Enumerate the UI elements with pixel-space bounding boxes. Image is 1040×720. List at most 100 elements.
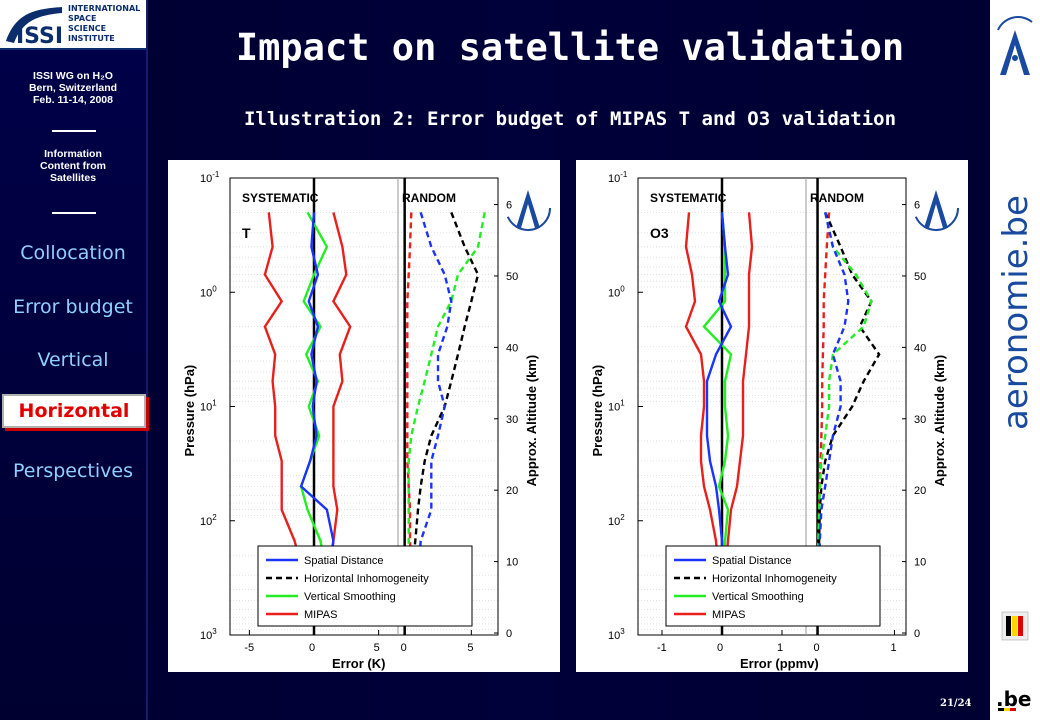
y-tick-label: 102	[200, 513, 217, 528]
section-label-random: RANDOM	[810, 191, 864, 205]
y2-tick-label: 50	[914, 271, 926, 283]
aeronomie-logo-icon	[505, 185, 551, 231]
y2-tick-label: 10	[506, 557, 518, 569]
aeronomie-logo-icon	[997, 16, 1033, 75]
chart-panel-temperature: 10-1 100 101 102 103 0 10 20 30 40 50 6 Pressure (hP…	[168, 160, 560, 672]
section-label-systematic: SYSTEMATIC	[242, 191, 319, 205]
meeting-line: Feb. 11-14, 2008	[33, 94, 113, 106]
y2-axis-label: Approx. Altitude (km)	[524, 355, 539, 487]
svg-text:ISSI: ISSI	[16, 24, 63, 47]
nav-item-vertical[interactable]: Vertical	[37, 349, 109, 371]
y-tick-label: 100	[608, 284, 625, 299]
y2-tick-label: 30	[506, 414, 518, 426]
topic-line: Satellites	[49, 172, 97, 184]
brand-graphics: .be	[996, 16, 1033, 711]
issi-logo: ISSI INTERNATIONAL SPACE SCIENCE INSTITU…	[0, 0, 146, 50]
aeronomie-brand-text: aeronomie.be	[996, 195, 1035, 430]
page-title: Impact on satellite validation	[235, 26, 905, 69]
series-vertical-smoothing-random	[817, 212, 873, 610]
series-spatial-distance-systematic	[705, 212, 733, 610]
brand-strip: .be	[990, 0, 1040, 720]
legend-entry: Vertical Smoothing	[712, 591, 804, 603]
legend-entry: MIPAS	[712, 609, 745, 621]
y2-tick-label: 0	[506, 628, 512, 640]
nav-item-perspectives[interactable]: Perspectives	[13, 460, 133, 482]
series-spatial-distance-systematic	[299, 212, 335, 610]
topic-info: Information Content from Satellites	[0, 148, 146, 184]
y2-tick-label: 50	[506, 271, 518, 283]
x-tick-label: 5	[467, 642, 473, 654]
x-axis-label: Error (K)	[332, 656, 385, 671]
logo-line: INTERNATIONAL	[68, 4, 141, 13]
meeting-line: ISSI WG on H₂O	[33, 70, 113, 82]
y-tick-label: 102	[608, 513, 625, 528]
logo-line: SCIENCE	[68, 24, 107, 33]
page-subtitle: Illustration 2: Error budget of MIPAS T …	[243, 108, 897, 130]
belgium-flag-icon	[1001, 611, 1029, 641]
legend-entry: Spatial Distance	[712, 555, 792, 567]
y2-tick-label: 6	[914, 200, 920, 212]
be-logo-icon: .be	[996, 687, 1031, 711]
series-mipas-systematic-lower	[684, 212, 722, 610]
y2-tick-label: 20	[914, 485, 926, 497]
y2-tick-label: 30	[914, 414, 926, 426]
x-tick-label: 1	[890, 642, 896, 654]
series-spatial-distance-random	[414, 212, 453, 610]
chart-panel-ozone: 10-1 100 101 102 103 0 10 20 30 40 50 6 Pressure (hP…	[576, 160, 968, 672]
x-tick-label: 1	[777, 642, 783, 654]
series-mipas-systematic-upper	[325, 212, 352, 610]
legend-entry: Vertical Smoothing	[304, 591, 396, 603]
logo-line: SPACE	[68, 14, 97, 23]
y2-tick-label: 6	[506, 200, 512, 212]
nav-item-error-budget[interactable]: Error budget	[13, 296, 133, 318]
panel-label: O3	[650, 225, 669, 241]
logo-line: INSTITUTE	[68, 34, 115, 43]
topic-line: Information	[44, 148, 102, 160]
x-axis-label: Error (ppmv)	[740, 656, 819, 671]
x-tick-label: -5	[244, 642, 254, 654]
y2-tick-label: 40	[914, 342, 926, 354]
divider	[52, 212, 96, 214]
y2-tick-label: 10	[914, 557, 926, 569]
legend-entry: Spatial Distance	[304, 555, 384, 567]
issi-logo-icon: ISSI	[6, 7, 63, 47]
y-tick-label: 103	[608, 627, 625, 642]
y-tick-label: 100	[200, 284, 217, 299]
section-label-random: RANDOM	[402, 191, 456, 205]
series-mipas-random	[817, 212, 831, 610]
y-tick-label: 101	[200, 399, 217, 414]
meeting-line: Bern, Switzerland	[28, 82, 118, 94]
y-tick-label: 10-1	[200, 170, 220, 185]
y-tick-label: 101	[608, 399, 625, 414]
y-tick-label: 10-1	[608, 170, 628, 185]
y2-tick-label: 0	[914, 628, 920, 640]
legend-entry: Horizontal Inhomogeneity	[304, 573, 429, 585]
legend-entry: MIPAS	[304, 609, 337, 621]
topic-line: Content from	[40, 160, 106, 172]
panel-label: T	[242, 225, 251, 241]
divider	[52, 130, 96, 132]
series-vertical-smoothing-random	[407, 212, 486, 610]
x-tick-label: 0	[717, 642, 723, 654]
y-tick-label: 103	[200, 627, 217, 642]
x-tick-label: -1	[657, 642, 667, 654]
x-tick-label: 0	[401, 642, 407, 654]
series-vertical-smoothing-systematic	[299, 211, 329, 610]
meeting-info: ISSI WG on H₂O Bern, Switzerland Feb. 11…	[0, 70, 146, 106]
sidebar: ISSI INTERNATIONAL SPACE SCIENCE INSTITU…	[0, 0, 148, 720]
legend-entry: Horizontal Inhomogeneity	[712, 573, 837, 585]
section-label-systematic: SYSTEMATIC	[650, 191, 727, 205]
brand-label: aeronomie.be	[996, 195, 1035, 430]
series-spatial-distance-random	[817, 212, 850, 610]
series-horizontal-inhomogeneity-random	[817, 211, 881, 610]
y2-tick-label: 20	[506, 485, 518, 497]
series-mipas-systematic-lower	[263, 212, 309, 610]
series-mipas-systematic-upper	[722, 212, 754, 610]
svg-text:.be: .be	[996, 687, 1031, 711]
nav-item-collocation[interactable]: Collocation	[20, 242, 126, 264]
x-tick-label: 5	[374, 642, 380, 654]
y2-axis-label: Approx. Altitude (km)	[932, 355, 947, 487]
nav-item-horizontal[interactable]: Horizontal	[2, 394, 146, 428]
page-number: 21/24	[940, 698, 972, 709]
